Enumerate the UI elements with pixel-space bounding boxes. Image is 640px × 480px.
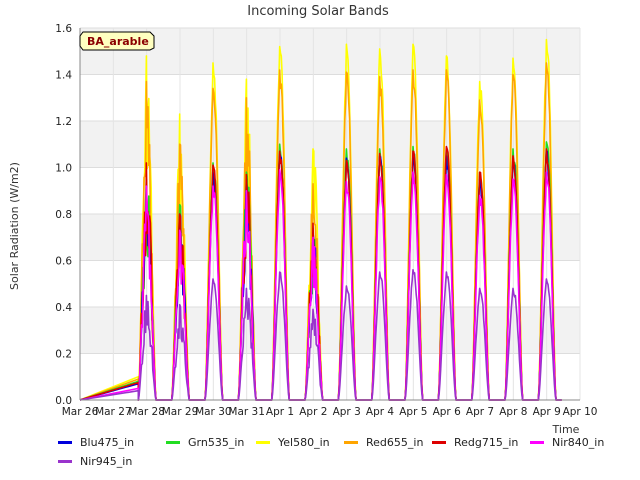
plot-band (80, 121, 580, 168)
legend-swatch (432, 440, 446, 444)
legend-label: Yel580_in (278, 435, 330, 449)
legend-swatch (166, 440, 180, 444)
y-axis-label: Solar Radiation (W/m2) (8, 162, 21, 290)
x-tick-label: Apr 10 (563, 406, 598, 418)
x-tick-label: Apr 7 (466, 406, 494, 418)
series-lines (79, 38, 562, 401)
y-tick-label: 0.2 (55, 349, 72, 361)
legend-swatch (58, 440, 72, 444)
legend-label: Redg715_in (454, 435, 519, 449)
series-line-nir945-in (79, 269, 562, 401)
x-tick-label: Mar 31 (228, 406, 265, 418)
x-tick-label: Apr 8 (499, 406, 527, 418)
legend-item: Nir945_in (58, 453, 132, 469)
legend-swatch (530, 440, 544, 444)
series-line-nir840-in (79, 169, 562, 401)
legend-label: Nir945_in (80, 454, 133, 468)
legend-label: Red655_in (366, 435, 424, 449)
x-tick-label: Apr 9 (533, 406, 561, 418)
legend-swatch (58, 459, 72, 463)
legend-label: Grn535_in (188, 435, 245, 449)
axes (79, 28, 580, 401)
legend-item: Redg715_in (432, 434, 518, 450)
x-tick-label: Mar 29 (162, 406, 199, 418)
station-badge: BA_arable (79, 31, 155, 51)
legend-label: Nir840_in (552, 435, 605, 449)
x-tick-label: Apr 2 (299, 406, 327, 418)
legend-item: Red655_in (344, 434, 423, 450)
y-tick-label: 1.6 (55, 23, 72, 35)
plot-band (80, 28, 580, 75)
y-tick-label: 0.8 (55, 209, 72, 221)
y-tick-label: 0.6 (55, 256, 72, 268)
legend-item: Yel580_in (256, 434, 330, 450)
x-tick-label: Apr 5 (399, 406, 427, 418)
plot-band (80, 307, 580, 354)
chart-title: Incoming Solar Bands (247, 4, 389, 19)
legend-item: Grn535_in (166, 434, 244, 450)
y-tick-label: 1.0 (55, 163, 72, 175)
x-axis-label: Time (552, 423, 580, 436)
x-tick-label: Mar 26 (62, 406, 99, 418)
y-tick-label: 0.4 (55, 302, 72, 314)
y-tick-label: 0.0 (55, 395, 72, 407)
y-tick-label: 1.2 (55, 116, 72, 128)
legend-item: Nir840_in (530, 434, 604, 450)
x-tick-label: Apr 4 (366, 406, 395, 418)
x-tick-label: Apr 1 (266, 406, 294, 418)
legend-swatch (256, 440, 270, 444)
plot-band (80, 214, 580, 261)
station-badge-label: BA_arable (87, 35, 149, 48)
legend-swatch (344, 440, 358, 444)
y-tick-labels: 0.0 0.2 0.4 0.6 0.8 1.0 1.2 1.4 1.6 (55, 23, 72, 407)
x-tick-label: Mar 28 (128, 406, 165, 418)
x-tick-label: Mar 30 (195, 406, 232, 418)
x-tick-label: Apr 3 (333, 406, 361, 418)
legend-item: Blu475_in (58, 434, 134, 450)
x-tick-label: Apr 6 (433, 406, 462, 418)
legend-label: Blu475_in (80, 435, 135, 449)
x-tick-label: Mar 27 (95, 406, 132, 418)
y-tick-label: 1.4 (55, 70, 72, 82)
